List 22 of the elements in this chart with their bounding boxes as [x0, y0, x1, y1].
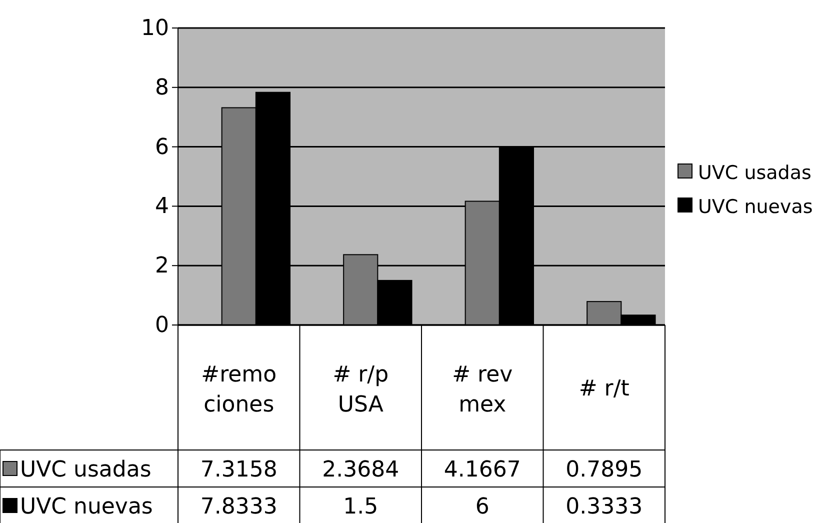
- data-label: 0.7895: [566, 458, 643, 482]
- y-tick-label: 10: [141, 16, 169, 42]
- data-label: 4.1667: [444, 458, 521, 482]
- data-label: 7.3158: [200, 458, 278, 482]
- data-label: 6: [475, 494, 490, 520]
- data-label: 7.8333: [200, 494, 278, 520]
- x-tick-label: # rev mex: [452, 362, 513, 418]
- data-label: 1.5: [343, 494, 378, 520]
- data-label: 2.3684: [322, 458, 400, 482]
- legend-label: UVC usadas: [698, 162, 812, 184]
- data-label: 0.3333: [566, 494, 643, 520]
- y-tick-label: 6: [155, 134, 169, 160]
- x-tick-label: # r/p USA: [332, 362, 389, 418]
- text: UVC usadas: [20, 458, 152, 482]
- y-tick-label: 0: [155, 313, 169, 338]
- x-tick-label: # r/t: [578, 376, 630, 402]
- legend-label: UVC nuevas: [698, 196, 813, 218]
- y-tick-label: 4: [155, 194, 169, 220]
- text: UVC nuevas: [20, 494, 153, 520]
- x-tick-label: #remociones: [201, 362, 277, 418]
- y-tick-label: 8: [155, 75, 169, 100]
- y-tick-label: 2: [155, 254, 169, 279]
